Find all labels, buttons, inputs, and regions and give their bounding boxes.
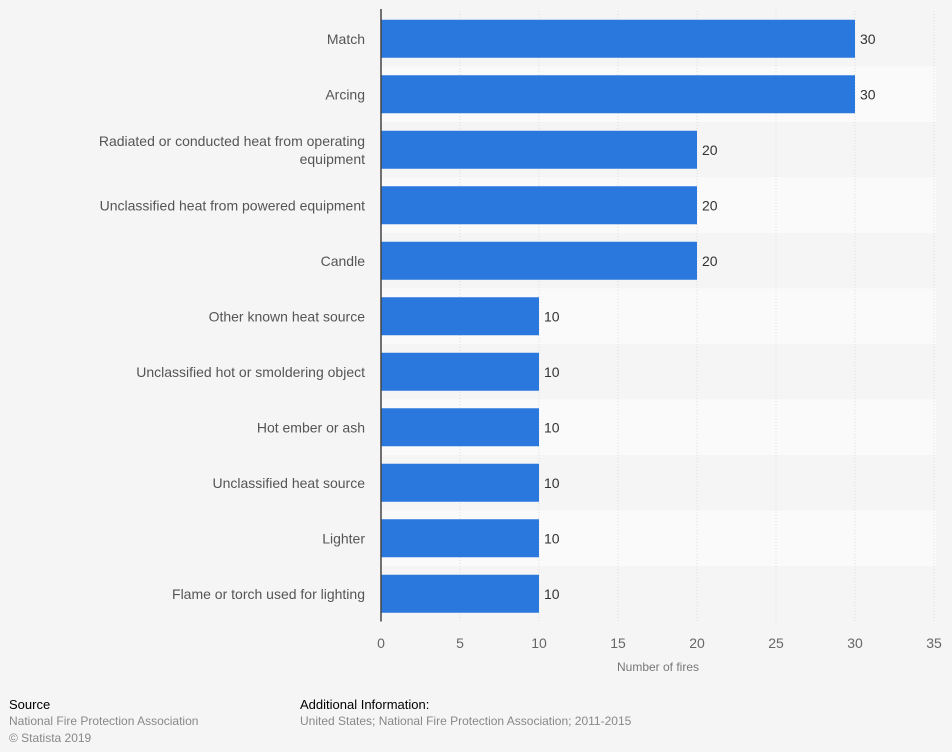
bar-chart: 30 Match 30 Arcing 20 Radiated or conducted h… (99, 9, 942, 674)
bar (381, 186, 697, 225)
x-tick-label: 5 (456, 635, 464, 651)
data-label: 10 (544, 308, 560, 324)
source-block: Source National Fire Protection Associat… (9, 696, 198, 747)
data-label: 10 (544, 530, 560, 546)
category-label: Match (327, 31, 365, 47)
data-label: 20 (702, 253, 718, 269)
category-label: Hot ember or ash (257, 419, 365, 435)
category-label: Lighter (322, 530, 365, 546)
category-label: Arcing (325, 86, 365, 102)
bar (381, 519, 539, 558)
x-tick-label: 0 (377, 635, 385, 651)
bar (381, 75, 855, 114)
data-label: 10 (544, 419, 560, 435)
bar (381, 408, 539, 447)
info-heading: Additional Information: (300, 697, 430, 712)
data-label: 20 (702, 142, 718, 158)
category-label: Unclassified hot or smoldering object (136, 364, 365, 380)
x-tick-label: 15 (610, 635, 626, 651)
x-tick-label: 25 (768, 635, 784, 651)
bar (381, 297, 539, 336)
bar (381, 352, 539, 391)
data-label: 30 (860, 31, 876, 47)
data-label: 10 (544, 364, 560, 380)
info-text: United States; National Fire Protection … (300, 714, 632, 728)
copyright: © Statista 2019 (9, 731, 92, 745)
data-label: 20 (702, 197, 718, 213)
source-heading: Source (9, 697, 51, 712)
bar (381, 19, 855, 58)
category-label: Unclassified heat source (212, 475, 365, 491)
data-label: 10 (544, 586, 560, 602)
x-tick-label: 30 (847, 635, 863, 651)
category-label: Candle (321, 253, 366, 269)
additional-info-block: Additional Information: United States; N… (300, 696, 631, 730)
bar (381, 574, 539, 613)
x-axis-title: Number of fires (617, 660, 699, 674)
x-tick-label: 10 (531, 635, 547, 651)
x-tick-label: 20 (689, 635, 705, 651)
data-label: 30 (860, 86, 876, 102)
category-label: Flame or torch used for lighting (172, 586, 365, 602)
data-label: 10 (544, 475, 560, 491)
bar (381, 241, 697, 280)
bar (381, 130, 697, 169)
category-label: Other known heat source (209, 308, 366, 324)
source-link[interactable]: National Fire Protection Association (9, 714, 199, 728)
category-label: Radiated or conducted heat from operatin… (99, 133, 365, 167)
bar (381, 463, 539, 502)
x-tick-label: 35 (926, 635, 942, 651)
category-label: Unclassified heat from powered equipment (100, 197, 365, 213)
